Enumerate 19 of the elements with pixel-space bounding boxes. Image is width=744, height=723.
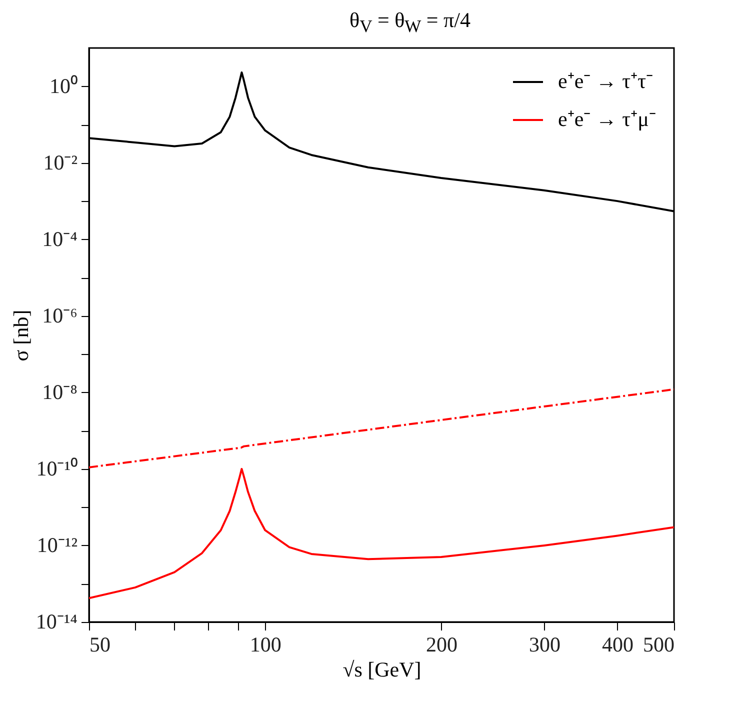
y-axis-title: σ [nb] (8, 310, 33, 362)
y-tick-label: 10⁻⁴ (42, 226, 78, 251)
chart-title: θ$_{V}$ = θ$_{W}$ = π/4 (348, 8, 472, 38)
y-tick-label: 10⁻² (43, 150, 78, 174)
y-tick-label: 10⁻¹⁴ (36, 610, 78, 634)
x-tick-label: 100 (250, 632, 282, 656)
y-tick-label: 10⁻¹² (36, 532, 78, 557)
x-axis-title: √s [GeV] (342, 658, 422, 682)
x-tick-label: 300 (528, 632, 560, 656)
y-tick-label: 10⁰ (50, 74, 78, 98)
x-tick-label: 50 (90, 632, 110, 656)
x-tick-label: 400 (602, 632, 634, 656)
y-tick-label: 10⁻⁶ (42, 303, 78, 328)
legend-label: e⁺e⁻ → τ⁺μ⁻ (558, 107, 656, 131)
legend-label: e⁺e⁻ → τ⁺τ⁻ (558, 69, 654, 93)
x-tick-label: 500 (643, 632, 674, 656)
x-tick-label: 200 (426, 632, 458, 656)
y-tick-label: 10⁻⁸ (42, 380, 78, 404)
y-tick-label: 10⁻¹⁰ (36, 456, 78, 480)
